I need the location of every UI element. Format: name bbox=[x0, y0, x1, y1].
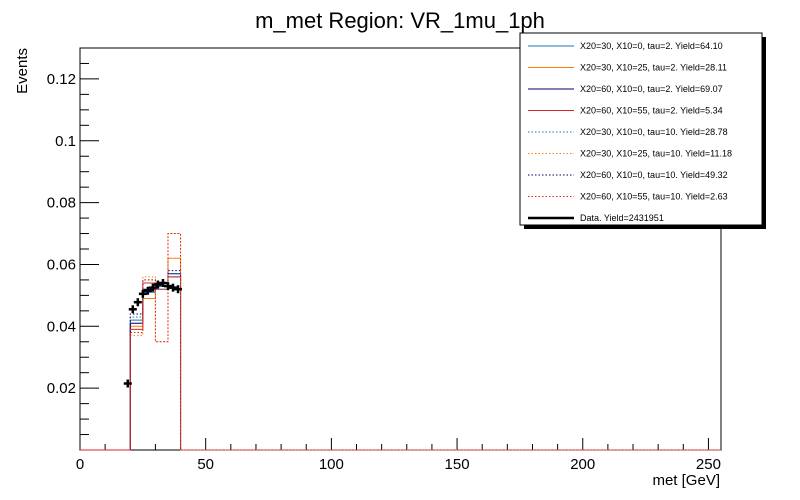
y-tick-label: 0.1 bbox=[55, 133, 76, 150]
legend-label: X20=60, X10=55, tau=10. Yield=2.63 bbox=[580, 192, 728, 202]
y-tick-label: 0.12 bbox=[47, 71, 76, 88]
data-point bbox=[138, 289, 147, 298]
data-point bbox=[123, 379, 132, 388]
legend-label: X20=30, X10=25, tau=2. Yield=28.11 bbox=[580, 63, 727, 73]
x-tick-label: 100 bbox=[319, 456, 344, 473]
data-point bbox=[143, 286, 152, 295]
legend-label: X20=30, X10=0, tau=2. Yield=64.10 bbox=[580, 41, 723, 51]
x-tick-label: 0 bbox=[76, 456, 84, 473]
series-line bbox=[80, 233, 721, 451]
series-layer bbox=[80, 233, 721, 451]
x-tick-label: 50 bbox=[197, 456, 214, 473]
data-point bbox=[163, 282, 172, 291]
data-point bbox=[169, 283, 178, 292]
legend-label: X20=60, X10=55, tau=2. Yield=5.34 bbox=[580, 106, 723, 116]
y-tick-label: 0.04 bbox=[47, 318, 76, 335]
legend-label: X20=30, X10=0, tau=10. Yield=28.78 bbox=[580, 127, 728, 137]
data-point bbox=[148, 283, 157, 292]
x-tick-label: 150 bbox=[445, 456, 470, 473]
y-tick-label: 0.08 bbox=[47, 195, 76, 212]
legend-box bbox=[519, 32, 763, 226]
legend-label: Data. Yield=2431951 bbox=[580, 213, 664, 223]
legend-label: X20=30, X10=25, tau=10. Yield=11.18 bbox=[580, 149, 732, 159]
chart-title: m_met Region: VR_1mu_1ph bbox=[255, 8, 545, 33]
legend: X20=30, X10=0, tau=2. Yield=64.10 X20=30,… bbox=[519, 32, 766, 229]
x-tick-label: 200 bbox=[570, 456, 595, 473]
x-tick-label: 250 bbox=[696, 456, 721, 473]
legend-label: X20=60, X10=0, tau=2. Yield=69.07 bbox=[580, 84, 723, 94]
y-tick-label: 0.02 bbox=[47, 380, 76, 397]
x-axis-label: met [GeV] bbox=[652, 472, 720, 489]
y-tick-label: 0.06 bbox=[47, 256, 76, 273]
data-point bbox=[153, 280, 162, 289]
data-point bbox=[174, 285, 183, 294]
data-point bbox=[133, 298, 142, 307]
series-line bbox=[80, 233, 721, 451]
data-point bbox=[128, 305, 137, 314]
legend-label: X20=60, X10=0, tau=10. Yield=49.32 bbox=[580, 170, 728, 180]
y-axis-label: Events bbox=[14, 48, 31, 94]
data-point bbox=[158, 279, 167, 288]
data-points-layer bbox=[123, 279, 183, 388]
